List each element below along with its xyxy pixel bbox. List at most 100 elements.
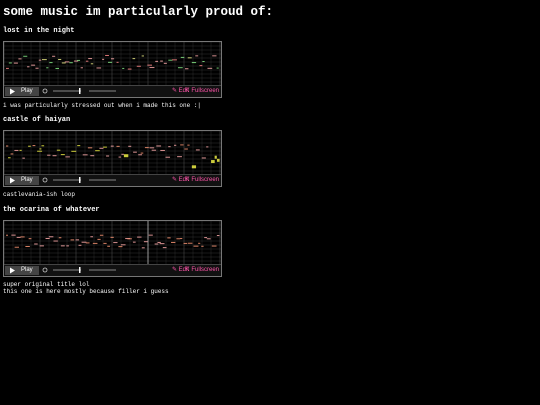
note [116,61,119,63]
note [22,157,25,159]
note [28,238,32,240]
note [14,246,20,248]
play-label: Play [21,177,33,183]
note [48,236,54,238]
edit-link[interactable]: ✎ Edit [171,177,189,183]
note [71,150,77,152]
note [77,145,81,147]
note [171,59,177,61]
note [211,245,217,247]
music-player: Play ✎ Edit ⇱ Fullscreen [3,130,222,187]
note [180,238,183,240]
note [187,57,192,59]
note [147,64,152,66]
caption: super original title lol [3,281,90,288]
note [116,145,120,147]
volume-knob [79,177,81,183]
note [177,156,182,158]
note [25,246,30,248]
play-button[interactable]: Play [5,266,39,275]
note [69,62,73,64]
note [132,241,136,243]
note [105,55,109,57]
note [195,55,199,57]
note [8,157,11,159]
play-triangle [10,267,15,274]
note [184,68,189,70]
note [211,160,215,164]
volume-controls [42,88,116,94]
note [27,66,30,68]
note [8,62,12,64]
note [85,242,90,244]
note [121,153,124,155]
note [52,55,56,57]
fullscreen-link[interactable]: ⇱ Fullscreen [184,177,219,183]
note [96,67,102,69]
section-title: the ocarina of whatever [3,206,100,214]
fullscreen-link[interactable]: ⇱ Fullscreen [184,267,219,273]
note [206,238,211,240]
loop-icon [42,88,48,94]
note [174,144,177,146]
note [193,245,199,247]
note [99,234,104,236]
note [85,60,89,62]
edit-link[interactable]: ✎ Edit [171,267,189,273]
play-button[interactable]: Play [5,176,39,185]
note [168,59,173,61]
piano-roll [4,221,221,264]
note [201,157,206,159]
note [106,155,110,157]
section-title: castle of haiyan [3,116,71,124]
note [65,156,70,158]
note [118,246,123,248]
control-bar: Play ✎ Edit ⇱ Fullscreen [4,174,221,186]
note [133,151,137,153]
note [187,242,193,244]
note [6,234,9,236]
note [75,239,80,241]
note [23,55,28,57]
note [214,155,217,159]
note [151,149,157,151]
note [6,67,9,69]
note [102,58,105,60]
note [52,155,57,157]
play-button[interactable]: Play [5,87,39,96]
note [206,146,209,148]
note [56,149,61,151]
note [80,67,83,69]
loop-icon [42,177,48,183]
music-player: Play ✎ Edit ⇱ Fullscreen [3,41,222,98]
note [90,155,95,157]
volume-knob [79,88,81,94]
note [216,67,219,69]
play-triangle [10,88,15,95]
page-title: some music im particularly proud of: [3,5,274,19]
note [103,242,107,244]
note [34,243,38,245]
note [163,62,167,64]
note [123,154,129,158]
note [10,153,14,155]
note [204,237,208,239]
note [58,237,62,239]
note [37,150,43,152]
note [216,158,220,162]
note [13,62,18,64]
control-bar: Play ✎ Edit ⇱ Fullscreen [4,85,221,97]
note [199,65,203,67]
note [32,145,36,147]
edit-link[interactable]: ✎ Edit [171,88,189,94]
note [46,67,49,69]
fullscreen-link[interactable]: ⇱ Fullscreen [184,88,219,94]
note [110,145,114,147]
note [156,145,162,147]
note [198,242,201,244]
note [191,62,197,64]
note [60,154,65,156]
note [187,144,190,146]
note [82,154,88,156]
